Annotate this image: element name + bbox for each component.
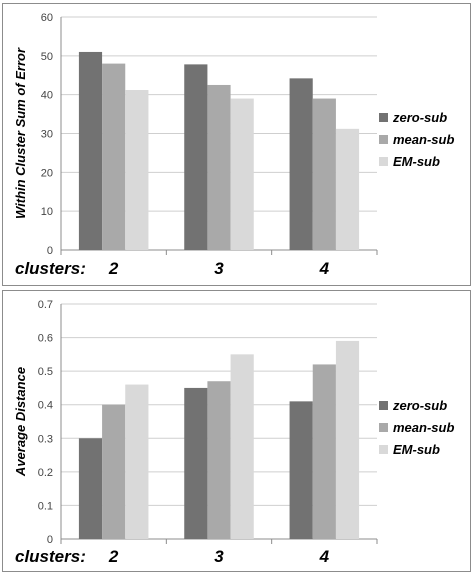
bar-mean-sub-2 bbox=[102, 63, 126, 250]
legend-label-em-sub: EM-sub bbox=[393, 154, 440, 169]
bar-zero-sub-4 bbox=[289, 401, 313, 539]
y-tick-label: 0.6 bbox=[38, 333, 53, 345]
bar-em-sub-3 bbox=[230, 354, 254, 539]
bar-em-sub-2 bbox=[125, 384, 149, 539]
y-tick-label: 10 bbox=[41, 206, 53, 218]
legend-label-em-sub: EM-sub bbox=[393, 442, 440, 457]
y-tick-label: 30 bbox=[41, 129, 53, 141]
x-axis-prefix-label: clusters: bbox=[15, 259, 86, 278]
bar-mean-sub-2 bbox=[102, 404, 126, 539]
y-tick-label: 0.3 bbox=[38, 433, 53, 445]
y-tick-label: 0 bbox=[47, 245, 53, 257]
x-category-label: 4 bbox=[319, 547, 330, 566]
legend-label-mean-sub: mean-sub bbox=[393, 420, 454, 435]
y-tick-label: 20 bbox=[41, 167, 53, 179]
y-axis-title: Average Distance bbox=[13, 367, 28, 477]
x-category-label: 4 bbox=[319, 259, 330, 278]
x-axis-prefix-label: clusters: bbox=[15, 547, 86, 566]
bar-em-sub-3 bbox=[230, 98, 254, 250]
chart-average-distance: 0 0.1 0.2 0.3 0.4 0.5 0.6 0.7 2 3 4 clusters: Averag… bbox=[13, 299, 454, 566]
x-category-label: 2 bbox=[108, 547, 119, 566]
y-tick-label: 0.2 bbox=[38, 467, 53, 479]
bar-em-sub-2 bbox=[125, 90, 149, 250]
legend-swatch-mean-sub bbox=[379, 423, 388, 432]
chart-wcss: 0 10 20 30 40 50 60 2 3 4 clusters: Within Cluster … bbox=[13, 12, 454, 278]
bar-mean-sub-4 bbox=[312, 98, 336, 250]
legend-label-zero-sub: zero-sub bbox=[392, 110, 447, 125]
legend-swatch-zero-sub bbox=[379, 401, 388, 410]
y-tick-label: 60 bbox=[41, 12, 53, 24]
chart-panel-bottom: 0 0.1 0.2 0.3 0.4 0.5 0.6 0.7 2 3 4 clusters: Averag… bbox=[2, 290, 471, 572]
x-category-label: 3 bbox=[214, 547, 224, 566]
bar-mean-sub-3 bbox=[207, 84, 231, 250]
bar-zero-sub-2 bbox=[78, 51, 103, 251]
y-tick-label: 0.7 bbox=[38, 299, 53, 311]
chart-panel-top: 0 10 20 30 40 50 60 2 3 4 clusters: Within Cluster … bbox=[2, 3, 471, 286]
bar-em-sub-4 bbox=[335, 128, 360, 250]
y-tick-label: 0.4 bbox=[38, 400, 53, 412]
bar-zero-sub-2 bbox=[78, 438, 103, 539]
bar-zero-sub-3 bbox=[184, 64, 208, 250]
y-tick-label: 40 bbox=[41, 90, 53, 102]
bar-mean-sub-3 bbox=[207, 381, 231, 539]
y-tick-label: 50 bbox=[41, 51, 53, 63]
y-tick-label: 0 bbox=[47, 534, 53, 546]
bar-zero-sub-4 bbox=[289, 78, 313, 251]
legend-label-zero-sub: zero-sub bbox=[392, 398, 447, 413]
bar-em-sub-4 bbox=[335, 340, 360, 539]
y-axis-title: Within Cluster Sum of Error bbox=[13, 47, 28, 219]
legend-swatch-em-sub bbox=[379, 445, 388, 454]
legend-swatch-em-sub bbox=[379, 157, 388, 166]
legend-label-mean-sub: mean-sub bbox=[393, 132, 454, 147]
legend-swatch-zero-sub bbox=[379, 113, 388, 122]
y-tick-label: 0.1 bbox=[38, 500, 53, 512]
x-category-label: 3 bbox=[214, 259, 224, 278]
bar-mean-sub-4 bbox=[312, 364, 336, 539]
x-category-label: 2 bbox=[108, 259, 119, 278]
legend-swatch-mean-sub bbox=[379, 135, 388, 144]
bar-zero-sub-3 bbox=[184, 387, 208, 539]
y-tick-label: 0.5 bbox=[38, 366, 53, 378]
